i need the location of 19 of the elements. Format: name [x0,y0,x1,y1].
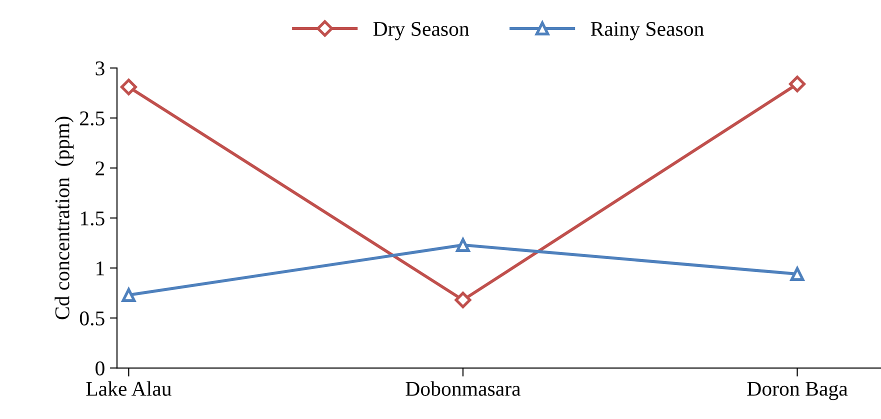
point [790,267,804,281]
x-tick-label: Dobonmasara [406,381,521,396]
point [788,76,806,92]
y-tick-label: 0.5 [80,311,104,326]
y-axis-title: Cd concentration (ppm) [54,116,74,320]
y-tick-label: 2.5 [80,111,104,126]
y-tick-label: 3 [96,61,104,76]
point [456,238,470,252]
point [122,288,136,302]
y-tick-label: 2 [96,161,104,176]
x-tick-label: Doron Baga [747,382,848,400]
legend-label: Rainy Season [590,22,704,40]
x-tick-label: Lake Alau [86,381,172,396]
legend-label: Dry Season [373,22,470,40]
y-tick-label: 1 [96,261,104,276]
y-tick-label: 1.5 [80,211,104,226]
point [454,292,472,308]
point [120,78,137,96]
y-tick-label: 0 [96,361,104,376]
